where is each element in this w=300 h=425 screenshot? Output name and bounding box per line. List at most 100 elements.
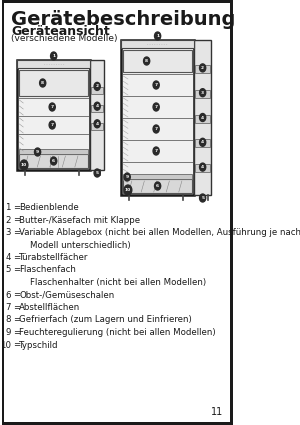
Bar [91, 123, 103, 130]
Circle shape [94, 120, 100, 128]
Circle shape [200, 194, 206, 202]
Bar [123, 174, 192, 179]
Circle shape [124, 185, 132, 195]
Text: Obst-/Gemüseschalen: Obst-/Gemüseschalen [20, 291, 115, 300]
Text: 5: 5 [201, 196, 204, 200]
Text: 2: 2 [201, 66, 204, 70]
Text: Gerätebeschreibung: Gerätebeschreibung [11, 10, 235, 29]
Text: (verschiedene Modelle): (verschiedene Modelle) [11, 34, 117, 43]
Text: Geräteansicht: Geräteansicht [11, 25, 110, 38]
Text: 11: 11 [211, 407, 224, 417]
Text: Flaschenfach: Flaschenfach [20, 266, 76, 275]
Text: 8: 8 [41, 81, 44, 85]
Bar [123, 179, 192, 193]
Text: Typschild: Typschild [20, 340, 59, 349]
Circle shape [40, 79, 46, 87]
Text: =: = [13, 215, 20, 224]
Circle shape [153, 147, 159, 155]
Text: - - - - - - - - -: - - - - - - - - - [44, 62, 64, 66]
Circle shape [153, 125, 159, 133]
Text: 4: 4 [5, 253, 11, 262]
Circle shape [94, 169, 100, 177]
Circle shape [200, 138, 206, 146]
Text: 8: 8 [5, 315, 11, 325]
Bar [20, 154, 88, 168]
Text: 2: 2 [5, 215, 11, 224]
Text: 4: 4 [201, 165, 204, 169]
Text: 4: 4 [201, 140, 204, 144]
Bar [195, 164, 210, 172]
Circle shape [200, 113, 206, 122]
Circle shape [49, 103, 55, 111]
Text: 10: 10 [21, 163, 27, 167]
Text: 8: 8 [145, 59, 148, 63]
Text: 1: 1 [52, 54, 55, 58]
Text: Türabstellfächer: Türabstellfächer [20, 253, 89, 262]
Text: 6: 6 [156, 184, 159, 188]
Text: 3: 3 [201, 91, 204, 95]
Text: =: = [13, 266, 20, 275]
Text: 1: 1 [156, 34, 159, 38]
Text: =: = [13, 253, 20, 262]
Text: 7: 7 [51, 105, 54, 109]
Text: =: = [13, 291, 20, 300]
Text: 4: 4 [96, 122, 99, 126]
Text: 7: 7 [154, 127, 158, 131]
Bar [123, 50, 192, 72]
Bar [194, 40, 211, 195]
Text: 7: 7 [154, 149, 158, 153]
Circle shape [51, 157, 57, 165]
Text: Bedienblende: Bedienblende [20, 203, 79, 212]
Text: Abstellflächen: Abstellflächen [20, 303, 81, 312]
Text: 2: 2 [96, 85, 99, 88]
Circle shape [51, 52, 57, 60]
Text: =: = [13, 315, 20, 325]
Bar [90, 60, 104, 170]
Text: 5: 5 [5, 266, 11, 275]
Text: =: = [13, 340, 20, 349]
Circle shape [49, 121, 55, 129]
Text: =: = [13, 328, 20, 337]
Text: 10: 10 [125, 188, 131, 192]
Text: Gefrierfach (zum Lagern und Einfrieren): Gefrierfach (zum Lagern und Einfrieren) [20, 315, 192, 325]
Bar [195, 65, 210, 73]
Text: 7: 7 [154, 83, 158, 87]
Bar [121, 40, 194, 195]
Circle shape [94, 82, 100, 91]
Bar [91, 105, 103, 112]
Text: 1: 1 [5, 203, 11, 212]
Text: Variable Ablagebox (nicht bei allen Modellen, Ausführung je nach: Variable Ablagebox (nicht bei allen Mode… [20, 228, 300, 237]
Bar [91, 87, 103, 94]
Bar [20, 70, 88, 96]
Text: 3: 3 [5, 228, 11, 237]
Text: Butter-/Käsefach mit Klappe: Butter-/Käsefach mit Klappe [20, 215, 140, 224]
Circle shape [34, 148, 41, 156]
Text: 4: 4 [201, 116, 204, 119]
Text: =: = [13, 303, 20, 312]
Circle shape [153, 103, 159, 111]
Text: =: = [13, 203, 20, 212]
Circle shape [154, 182, 161, 190]
Text: 9: 9 [6, 328, 11, 337]
Text: Modell unterschiedlich): Modell unterschiedlich) [20, 241, 131, 249]
Bar [195, 114, 210, 122]
Text: 6: 6 [5, 291, 11, 300]
Text: =: = [13, 228, 20, 237]
Text: 10: 10 [0, 340, 11, 349]
Bar [17, 60, 90, 68]
Text: 5: 5 [96, 171, 99, 175]
Text: 7: 7 [51, 123, 54, 127]
Circle shape [20, 160, 28, 170]
Circle shape [200, 64, 206, 72]
Bar [20, 149, 88, 154]
Text: 7: 7 [154, 105, 158, 109]
Text: Feuchteregulierung (nicht bei allen Modellen): Feuchteregulierung (nicht bei allen Mode… [20, 328, 216, 337]
Bar [17, 60, 90, 170]
Circle shape [200, 163, 206, 171]
Circle shape [144, 57, 150, 65]
Bar [195, 90, 210, 98]
Text: 4: 4 [96, 104, 99, 108]
Circle shape [124, 173, 130, 181]
Circle shape [94, 102, 100, 110]
Bar [121, 40, 194, 48]
